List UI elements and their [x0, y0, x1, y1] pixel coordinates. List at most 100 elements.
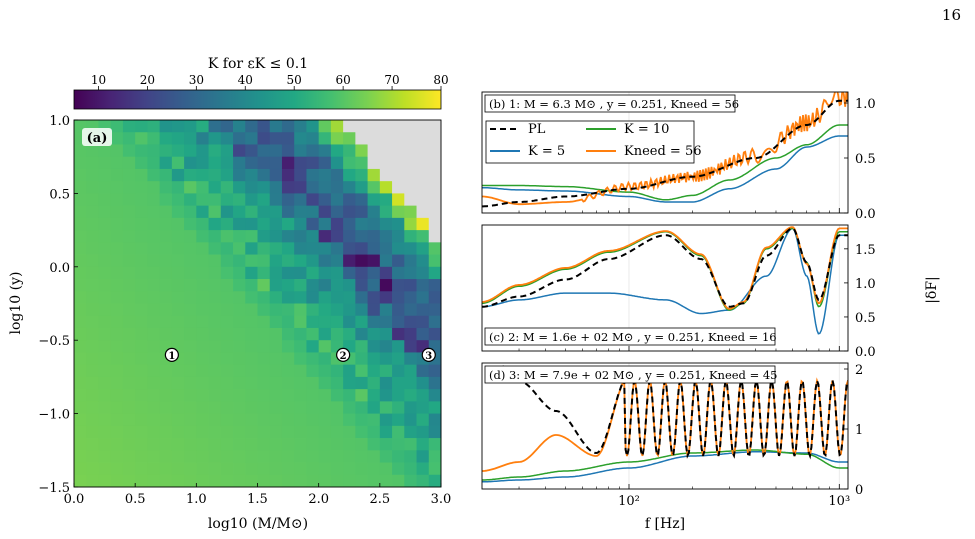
heatmap-cell — [208, 474, 222, 488]
heatmap-cell — [245, 376, 258, 390]
heatmap-cell — [74, 144, 87, 158]
heatmap-cell — [330, 181, 344, 194]
heatmap-cell — [122, 230, 136, 243]
heatmap-cell — [135, 352, 148, 366]
heatmap-cell — [404, 376, 417, 390]
heatmap-cell — [330, 120, 344, 133]
heatmap-cell — [257, 438, 271, 451]
heatmap-cell — [233, 266, 246, 280]
heatmap-cell — [392, 401, 405, 414]
heatmap-cell — [233, 120, 246, 133]
heatmap-cell — [257, 156, 271, 170]
heatmap-xtick-label: 3.0 — [431, 492, 452, 507]
heatmap-cell — [428, 242, 442, 255]
heatmap-cell — [318, 401, 332, 414]
heatmap-cell — [281, 474, 295, 488]
heatmap-cell — [74, 315, 87, 329]
heatmap-cell — [269, 401, 283, 414]
heatmap-cell — [367, 315, 381, 329]
heatmap-cell — [343, 144, 356, 158]
heatmap-cell — [184, 364, 197, 378]
heatmap-cell — [110, 120, 124, 133]
heatmap-cell — [416, 132, 430, 145]
heatmap-cell — [110, 242, 124, 255]
heatmap-cell — [98, 340, 112, 353]
heatmap-cell — [318, 438, 332, 451]
heatmap-cell — [122, 474, 136, 488]
heatmap-cell — [269, 132, 283, 145]
heatmap-cell — [220, 193, 234, 207]
heatmap-cell — [318, 474, 332, 488]
heatmap-cell — [147, 340, 161, 353]
heatmap-cell — [184, 144, 197, 158]
heatmap-cell — [135, 254, 148, 268]
heatmap-cell — [269, 266, 283, 280]
heatmap-cell — [86, 401, 99, 414]
colorbar-ticks: 10 20 30 40 50 60 70 80 — [91, 73, 449, 90]
heatmap-cell — [196, 462, 209, 476]
heatmap-cell — [379, 279, 393, 292]
heatmap-cell — [379, 327, 393, 341]
heatmap-cell — [306, 389, 320, 402]
heatmap-cell — [318, 193, 332, 207]
heatmap-cell — [171, 425, 185, 439]
heatmap-cell — [318, 181, 332, 194]
panel-b: 0.0 0.5 1.0 (b) 1: M = 6.3 M⊙ , y = 0.251, … — [481, 91, 876, 222]
heatmap-cell — [74, 474, 87, 488]
heatmap-cell — [208, 401, 222, 414]
heatmap-cell — [379, 193, 393, 207]
heatmap-cell — [281, 242, 295, 255]
heatmap-ytick-label: 0.0 — [49, 261, 70, 276]
heatmap-cell — [135, 193, 148, 207]
heatmap-cell — [404, 462, 417, 476]
heatmap — [74, 120, 442, 488]
heatmap-cell — [281, 291, 295, 304]
heatmap-cell — [220, 254, 234, 268]
heatmap-cell — [245, 340, 258, 353]
heatmap-cell — [343, 315, 356, 329]
right-ylabel: |δF| — [924, 276, 940, 304]
heatmap-cell — [86, 425, 99, 439]
heatmap-cell — [196, 144, 209, 158]
heatmap-cell — [269, 230, 283, 243]
heatmap-cell — [416, 462, 430, 476]
heatmap-cell — [392, 217, 405, 231]
heatmap-cell — [416, 438, 430, 451]
heatmap-cell — [159, 413, 173, 427]
heatmap-cell — [281, 438, 295, 451]
heatmap-cell — [306, 462, 320, 476]
heatmap-cell — [367, 438, 381, 451]
heatmap-cell — [159, 254, 173, 268]
heatmap-cell — [343, 462, 356, 476]
heatmap-cell — [196, 205, 209, 219]
heatmap-cell — [379, 254, 393, 268]
heatmap-cell — [330, 156, 344, 170]
heatmap-cell — [306, 376, 320, 390]
heatmap-ylabel: log10 (y) — [8, 272, 24, 335]
heatmap-xtick-label: 2.5 — [369, 492, 390, 507]
heatmap-cell — [171, 364, 185, 378]
heatmap-cell — [171, 193, 185, 207]
heatmap-cell — [184, 438, 197, 451]
heatmap-cell — [171, 156, 185, 170]
heatmap-cell — [428, 315, 442, 329]
heatmap-cell — [343, 291, 356, 304]
heatmap-xtick-label: 1.0 — [186, 492, 207, 507]
heatmap-cell — [135, 279, 148, 292]
heatmap-cell — [343, 168, 356, 182]
heatmap-cell — [330, 425, 344, 439]
heatmap-cell — [416, 279, 430, 292]
heatmap-cell — [147, 156, 161, 170]
colorbar-tick-label: 50 — [287, 73, 302, 87]
heatmap-cell — [306, 364, 320, 378]
heatmap-cell — [257, 205, 271, 219]
heatmap-cell — [294, 266, 307, 280]
heatmap-cell — [245, 193, 258, 207]
heatmap-cell — [86, 156, 99, 170]
heatmap-cell — [343, 254, 356, 268]
heatmap-cell — [135, 156, 148, 170]
heatmap-cell — [355, 168, 368, 182]
ytick-label: 0.0 — [855, 207, 876, 222]
heatmap-cell — [269, 291, 283, 304]
heatmap-cell — [318, 291, 332, 304]
